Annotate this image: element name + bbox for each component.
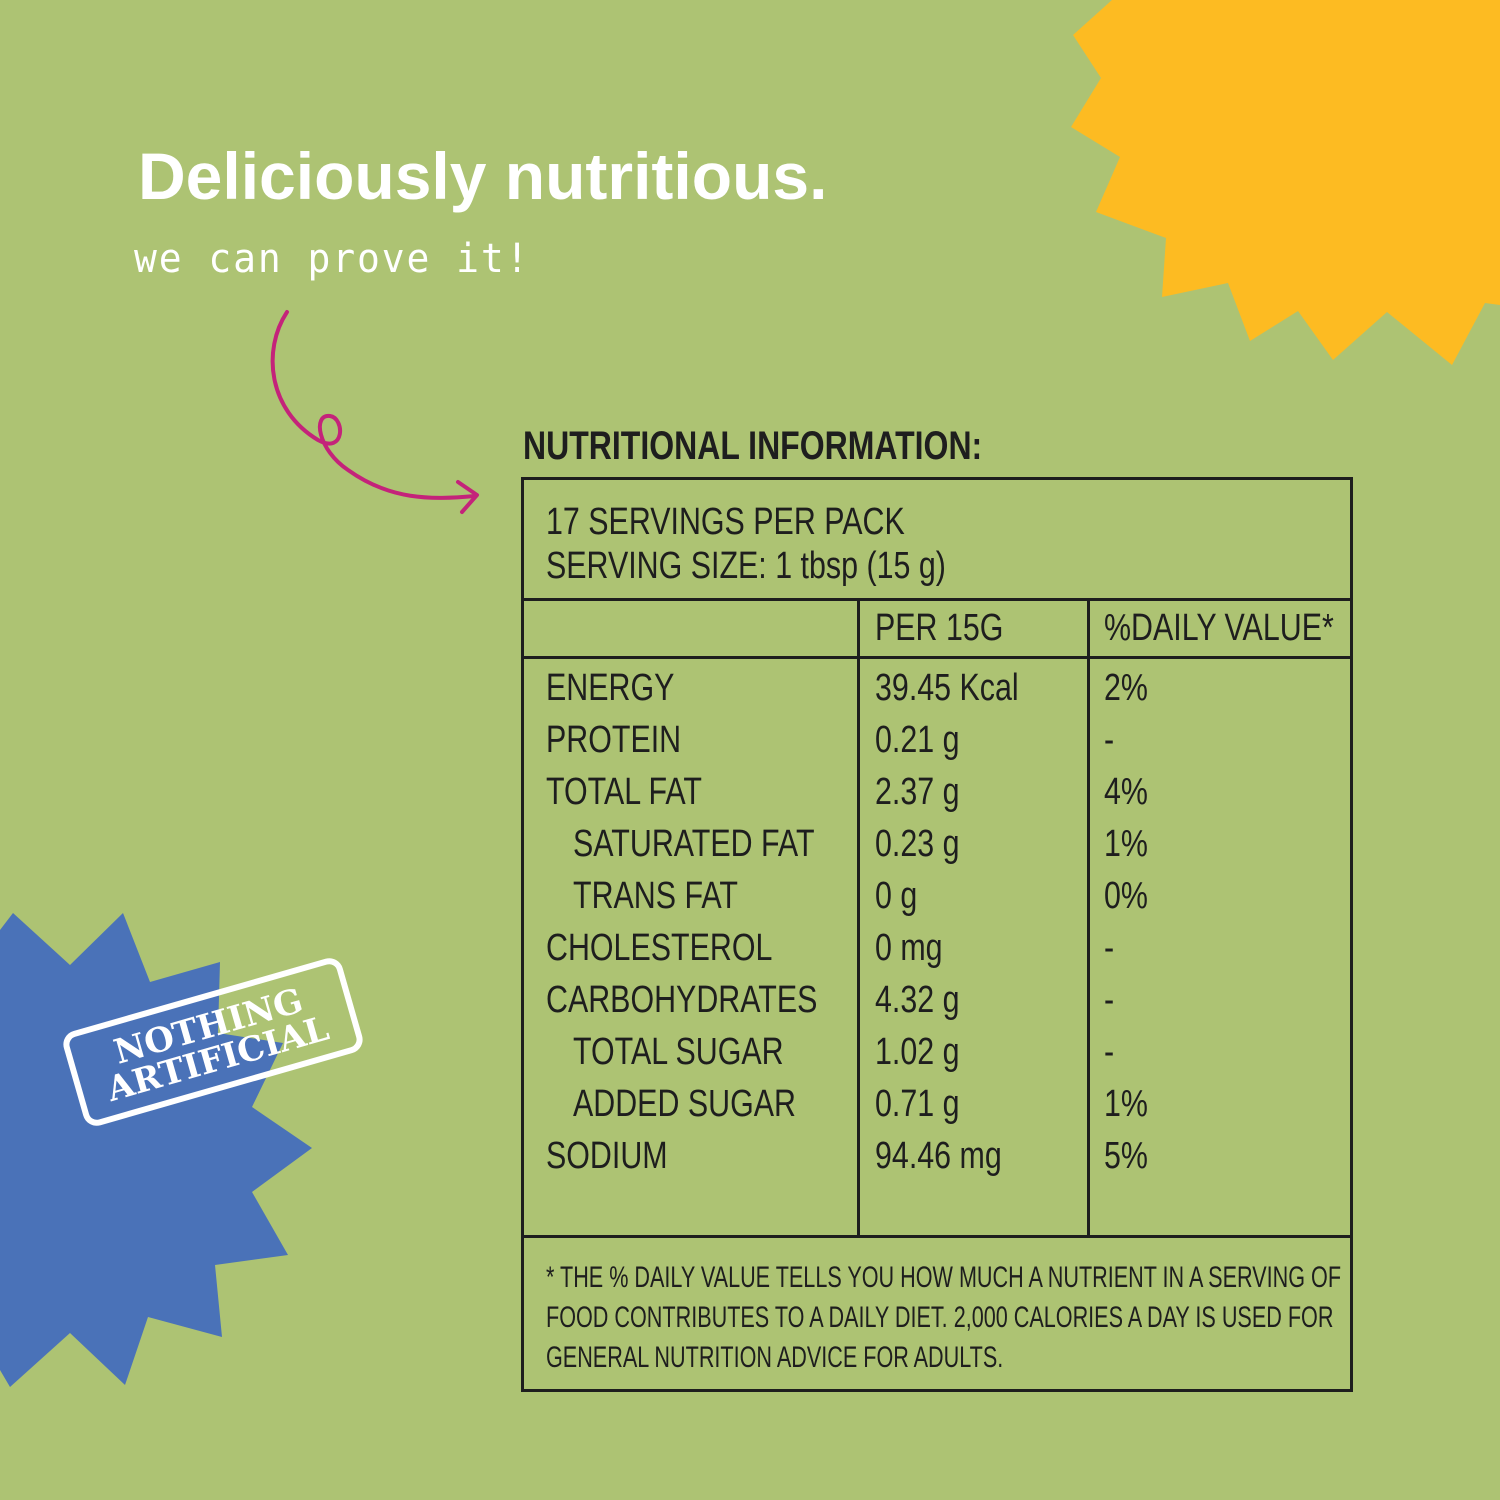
nutrient-daily-value: -: [1104, 1030, 1117, 1074]
text: 0 g: [875, 875, 918, 917]
nutrient-amount: 0.71 g: [875, 1082, 981, 1126]
text: 0.21 g: [875, 719, 960, 761]
nutrient-daily-value: -: [1104, 926, 1117, 970]
nutrient-name: CARBOHYDRATES: [546, 978, 885, 1022]
nutrient-amount: 0 mg: [875, 926, 959, 970]
text: ADDED SUGAR: [573, 1083, 796, 1125]
text: GENERAL NUTRITION ADVICE FOR ADULTS.: [546, 1341, 1004, 1374]
nutrient-amount: 0.21 g: [875, 718, 981, 762]
text: 0.71 g: [875, 1083, 960, 1125]
nutrient-name: PROTEIN: [546, 718, 715, 762]
serving-size: SERVING SIZE: 1 tbsp (15 g): [546, 544, 1046, 588]
nutrient-daily-value: -: [1104, 718, 1117, 762]
curly-arrow-icon: [270, 310, 477, 500]
nutrient-daily-value: 0%: [1104, 874, 1159, 918]
divider: [524, 598, 1350, 601]
nutrient-name: SODIUM: [546, 1134, 698, 1178]
column-divider: [857, 598, 860, 1235]
text: PROTEIN: [546, 719, 682, 761]
text: 4%: [1104, 771, 1148, 813]
nutrient-daily-value: 2%: [1104, 666, 1159, 710]
text: 39.45 Kcal: [875, 667, 1019, 709]
text: 0 mg: [875, 927, 943, 969]
nutrient-name: TOTAL SUGAR: [573, 1030, 836, 1074]
nutrient-daily-value: 4%: [1104, 770, 1159, 814]
nutrient-name: SATURATED FAT: [573, 822, 875, 866]
text: 5%: [1104, 1135, 1148, 1177]
text: 17 SERVINGS PER PACK: [546, 501, 905, 543]
nutrient-name: TOTAL FAT: [546, 770, 741, 814]
nutrient-daily-value: 1%: [1104, 1082, 1159, 1126]
arrow-head-icon: [456, 480, 479, 514]
nutrition-title-text: NUTRITIONAL INFORMATION:: [523, 424, 983, 468]
column-divider: [1087, 598, 1090, 1235]
servings-per-pack: 17 SERVINGS PER PACK: [546, 500, 994, 544]
nutrient-name: CHOLESTEROL: [546, 926, 829, 970]
text: SATURATED FAT: [573, 823, 815, 865]
text: TOTAL SUGAR: [573, 1031, 784, 1073]
nutrient-name: TRANS FAT: [573, 874, 779, 918]
text: 1%: [1104, 1083, 1148, 1125]
column-header-daily-value: %DAILY VALUE*: [1104, 606, 1391, 650]
nutrient-amount: 39.45 Kcal: [875, 666, 1055, 710]
blue-starburst-shape: [0, 913, 312, 1387]
text: -: [1104, 1031, 1115, 1073]
text: CHOLESTEROL: [546, 927, 773, 969]
column-header-amount: PER 15G: [875, 606, 1036, 650]
nutrition-table: 17 SERVINGS PER PACK SERVING SIZE: 1 tbs…: [521, 477, 1353, 1392]
text: TOTAL FAT: [546, 771, 702, 813]
text: FOOD CONTRIBUTES TO A DAILY DIET. 2,000 …: [546, 1301, 1334, 1334]
text: 0.23 g: [875, 823, 960, 865]
nutrient-amount: 0.23 g: [875, 822, 981, 866]
text: %DAILY VALUE*: [1104, 607, 1334, 649]
footnote: * THE % DAILY VALUE TELLS YOU HOW MUCH A…: [546, 1258, 1500, 1378]
subheadline: we can prove it!: [134, 236, 531, 282]
text: ENERGY: [546, 667, 675, 709]
text: 2%: [1104, 667, 1148, 709]
nutrient-amount: 0 g: [875, 874, 928, 918]
text: 1%: [1104, 823, 1148, 865]
nutrient-daily-value: -: [1104, 978, 1117, 1022]
nutrient-amount: 1.02 g: [875, 1030, 981, 1074]
divider: [524, 656, 1350, 659]
text: SERVING SIZE: 1 tbsp (15 g): [546, 545, 946, 587]
text: 2.37 g: [875, 771, 960, 813]
text: TRANS FAT: [573, 875, 738, 917]
text: PER 15G: [875, 607, 1004, 649]
text: 94.46 mg: [875, 1135, 1002, 1177]
nutrient-amount: 94.46 mg: [875, 1134, 1033, 1178]
text: -: [1104, 979, 1115, 1021]
text: 0%: [1104, 875, 1148, 917]
nutrient-amount: 2.37 g: [875, 770, 981, 814]
nutrient-amount: 4.32 g: [875, 978, 981, 1022]
text: 4.32 g: [875, 979, 960, 1021]
text: SODIUM: [546, 1135, 668, 1177]
text: CARBOHYDRATES: [546, 979, 818, 1021]
nutrient-daily-value: 1%: [1104, 822, 1159, 866]
nutrition-title: NUTRITIONAL INFORMATION:: [523, 424, 1097, 469]
divider: [524, 1235, 1350, 1238]
nutrient-daily-value: 5%: [1104, 1134, 1159, 1178]
text: 1.02 g: [875, 1031, 960, 1073]
text: * THE % DAILY VALUE TELLS YOU HOW MUCH A…: [546, 1261, 1342, 1294]
nutrient-name: ADDED SUGAR: [573, 1082, 852, 1126]
headline: Deliciously nutritious.: [138, 139, 828, 213]
sun-burst-shape: [1071, 0, 1500, 365]
nutrient-name: ENERGY: [546, 666, 706, 710]
text: -: [1104, 719, 1115, 761]
text: -: [1104, 927, 1115, 969]
